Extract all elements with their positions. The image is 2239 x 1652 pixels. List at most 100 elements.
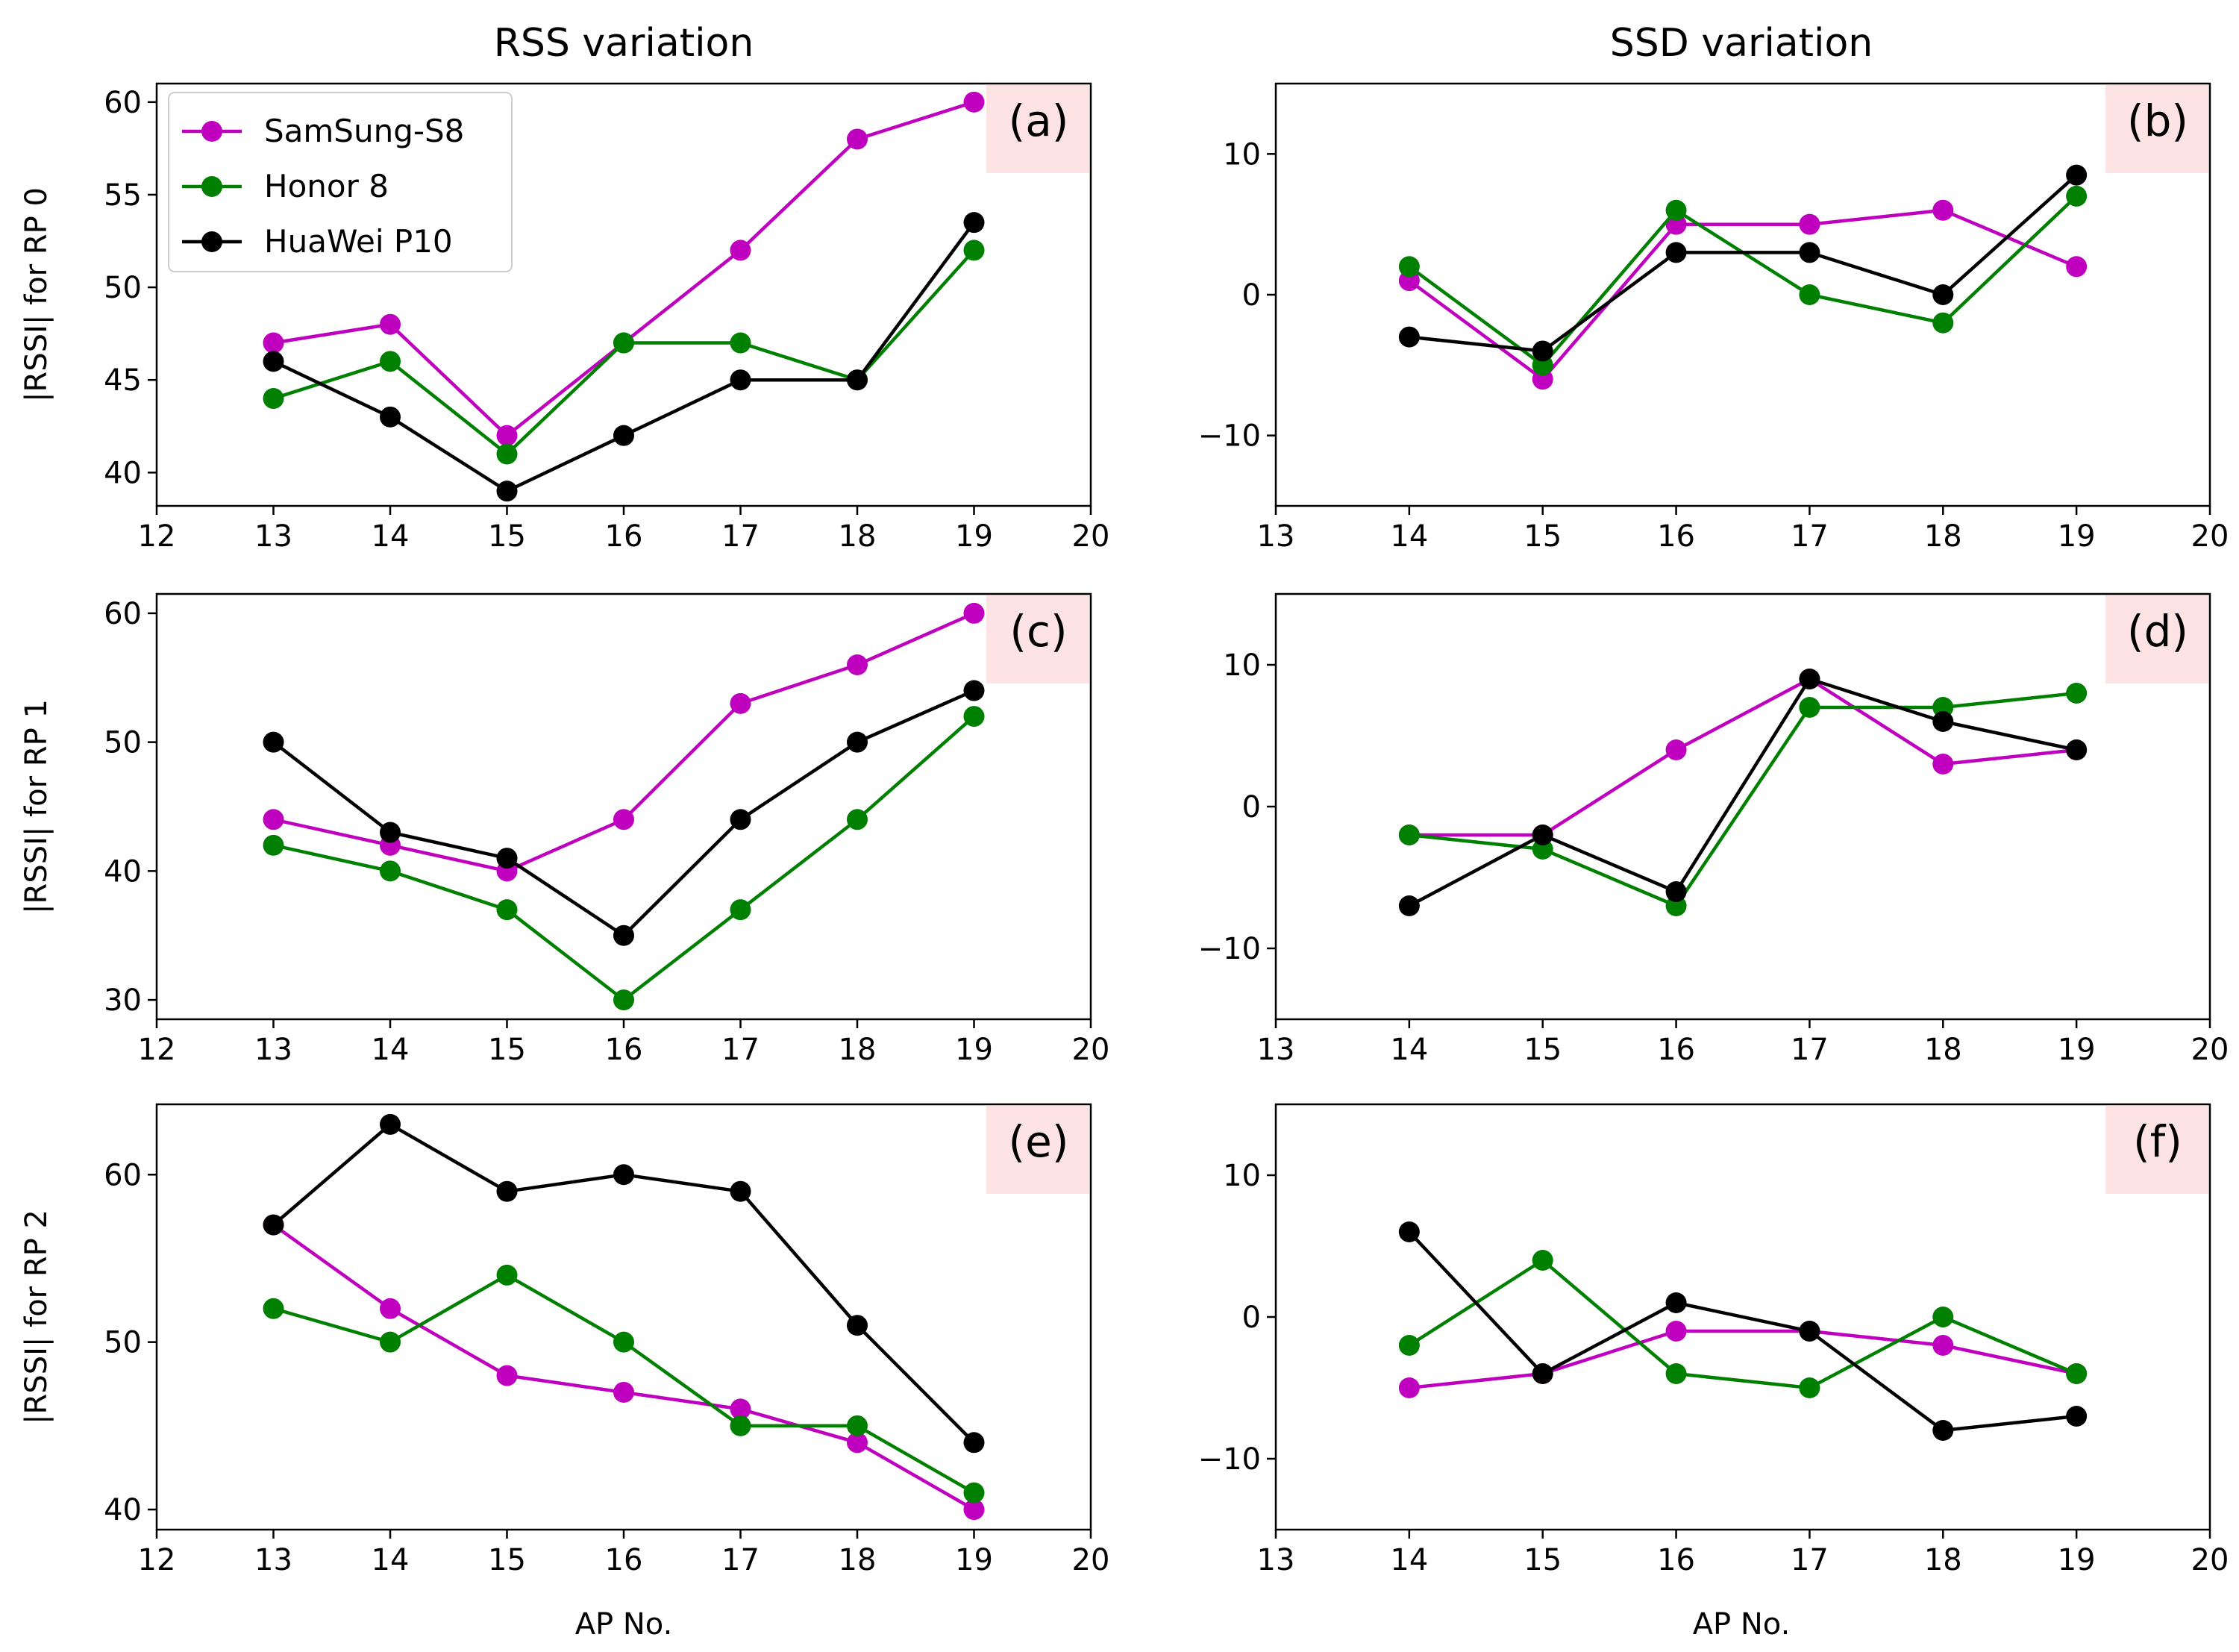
data-point: [1799, 242, 1820, 263]
data-point: [263, 332, 284, 354]
data-point: [1665, 242, 1687, 263]
data-point: [2066, 185, 2088, 207]
data-point: [847, 731, 868, 753]
data-point: [1398, 895, 1420, 916]
data-point: [1665, 1292, 1687, 1313]
data-point: [2066, 683, 2088, 704]
y-tick-label: 60: [104, 597, 142, 631]
x-tick-label: 13: [1257, 1543, 1295, 1577]
data-point: [613, 1381, 634, 1403]
panel-d: (d) 13 14 15 16 17 18 19 20 −10 0 10: [1198, 592, 2229, 1067]
data-point: [1398, 326, 1420, 348]
series-honor-8: [263, 1264, 985, 1504]
series-samsung-s8: [1398, 199, 2088, 390]
series-line: [1408, 208, 2077, 381]
x-tick-label: 19: [2058, 519, 2096, 554]
data-point: [1665, 739, 1687, 760]
data-point: [1398, 1221, 1420, 1242]
data-point: [380, 822, 401, 843]
y-tick-label: 10: [1223, 648, 1261, 683]
y-tick-label: 40: [104, 1493, 142, 1527]
panel-c: (c) 12 13 14 15 16 17 18 19 20 30 40 50 60 |RSSI| for …: [19, 592, 1110, 1067]
data-point: [730, 240, 751, 261]
x-tick-label: 15: [488, 519, 526, 554]
data-point: [496, 1180, 518, 1202]
xlabel-left: AP No.: [575, 1607, 673, 1642]
panel-b: (b) 13 14 15 16 17 18 19 20 −10 0 10: [1198, 82, 2229, 554]
data-point: [1665, 881, 1687, 902]
data-point: [2066, 164, 2088, 186]
data-point: [963, 212, 985, 234]
data-point: [613, 1331, 634, 1353]
data-point: [613, 1164, 634, 1186]
x-tick-label: 14: [372, 519, 410, 554]
y-tick-label: 40: [104, 456, 142, 490]
data-point: [730, 692, 751, 714]
data-point: [496, 848, 518, 869]
data-point: [1799, 1377, 1820, 1398]
data-point: [1799, 669, 1820, 689]
data-point: [1932, 199, 1954, 221]
data-point: [613, 425, 634, 446]
data-point: [1665, 1321, 1687, 1342]
x-tick-label: 19: [955, 1543, 993, 1577]
series-line: [1409, 1329, 2077, 1390]
legend-frame: [168, 92, 513, 272]
data-point: [496, 443, 518, 465]
x-tick-label: 17: [1791, 519, 1829, 554]
x-tick-label: 12: [138, 519, 176, 554]
data-point: [496, 1264, 518, 1286]
x-tick-label: 14: [372, 1033, 410, 1067]
legend: SamSung-S8 Honor 8 HuaWei P10: [168, 92, 513, 272]
series-huawei-p10: [1398, 164, 2088, 362]
data-point: [963, 680, 985, 701]
data-point: [380, 1113, 401, 1135]
series-honor-8: [263, 706, 985, 1011]
y-tick-label: −10: [1198, 419, 1261, 454]
panel-tag-bg: [986, 85, 1089, 173]
x-tick-label: 14: [1390, 1543, 1428, 1577]
panel-tag-bg: [986, 1106, 1089, 1194]
x-tick-label: 20: [2191, 519, 2229, 554]
data-point: [730, 1415, 751, 1436]
x-tick-label: 14: [1390, 519, 1428, 554]
data-point: [1532, 1363, 1553, 1384]
x-tick-label: 16: [605, 1033, 643, 1067]
y-tick-label: 55: [104, 178, 142, 213]
panel-tag: (c): [1009, 606, 1067, 657]
data-point: [1932, 754, 1954, 775]
y-tick-label: 50: [104, 1326, 142, 1360]
y-tick-label: 50: [104, 726, 142, 760]
y-axis-label: |RSSI| for RP 0: [19, 187, 54, 402]
y-tick-label: 10: [1223, 1159, 1261, 1193]
legend-entry-honor: Honor 8: [182, 168, 389, 204]
panel-tag: (a): [1009, 96, 1069, 146]
x-tick-label: 17: [721, 519, 760, 554]
data-point: [730, 1180, 751, 1202]
y-tick-label: 30: [104, 983, 142, 1018]
data-point: [847, 1415, 868, 1436]
y-axis-label: |RSSI| for RP 2: [19, 1210, 54, 1424]
data-point: [1532, 825, 1553, 845]
panel-tag: (b): [2127, 96, 2188, 146]
data-point: [963, 706, 985, 728]
x-tick-label: 20: [1072, 1033, 1110, 1067]
series-honor-8: [1398, 1250, 2088, 1398]
x-tick-label: 17: [1791, 1543, 1829, 1577]
legend-label-samsung: SamSung-S8: [264, 113, 464, 149]
data-point: [380, 1298, 401, 1319]
series-line: [1409, 677, 2077, 837]
x-tick-label: 19: [2058, 1033, 2096, 1067]
x-tick-label: 17: [1791, 1033, 1829, 1067]
panels: (a) 12 13 14 15 16 17 18 19 20 40 45 50 55 60 |RSSI| fo…: [19, 82, 2229, 1577]
legend-marker-samsung: [201, 121, 222, 142]
data-point: [380, 313, 401, 335]
data-point: [847, 654, 868, 675]
x-tick-label: 19: [955, 1033, 993, 1067]
x-tick-label: 16: [605, 519, 643, 554]
x-tick-label: 18: [839, 519, 877, 554]
x-tick-label: 19: [2058, 1543, 2096, 1577]
legend-entry-huawei: HuaWei P10: [182, 223, 453, 260]
data-point: [263, 834, 284, 856]
